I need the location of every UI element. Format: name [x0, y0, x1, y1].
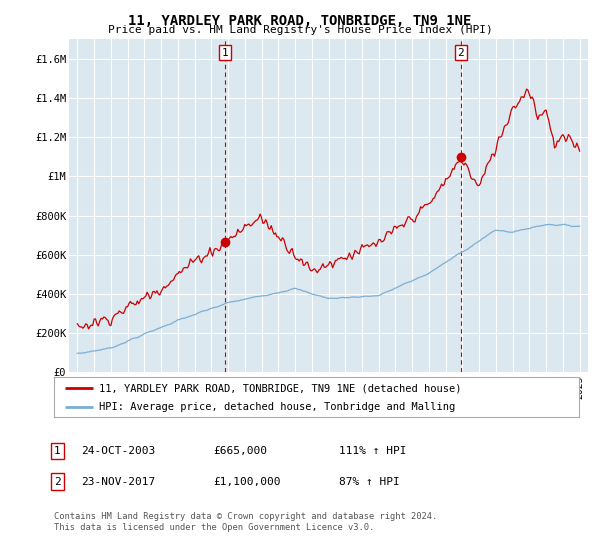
- Text: 111% ↑ HPI: 111% ↑ HPI: [339, 446, 407, 456]
- Text: 2: 2: [54, 477, 61, 487]
- Text: Contains HM Land Registry data © Crown copyright and database right 2024.
This d: Contains HM Land Registry data © Crown c…: [54, 512, 437, 532]
- Text: 87% ↑ HPI: 87% ↑ HPI: [339, 477, 400, 487]
- Text: HPI: Average price, detached house, Tonbridge and Malling: HPI: Average price, detached house, Tonb…: [98, 402, 455, 412]
- Text: 24-OCT-2003: 24-OCT-2003: [81, 446, 155, 456]
- Text: £665,000: £665,000: [213, 446, 267, 456]
- Text: 11, YARDLEY PARK ROAD, TONBRIDGE, TN9 1NE: 11, YARDLEY PARK ROAD, TONBRIDGE, TN9 1N…: [128, 14, 472, 28]
- Text: 11, YARDLEY PARK ROAD, TONBRIDGE, TN9 1NE (detached house): 11, YARDLEY PARK ROAD, TONBRIDGE, TN9 1N…: [98, 383, 461, 393]
- Text: 23-NOV-2017: 23-NOV-2017: [81, 477, 155, 487]
- Text: Price paid vs. HM Land Registry's House Price Index (HPI): Price paid vs. HM Land Registry's House …: [107, 25, 493, 35]
- Text: 2: 2: [457, 48, 464, 58]
- Text: £1,100,000: £1,100,000: [213, 477, 281, 487]
- Text: 1: 1: [221, 48, 228, 58]
- Text: 1: 1: [54, 446, 61, 456]
